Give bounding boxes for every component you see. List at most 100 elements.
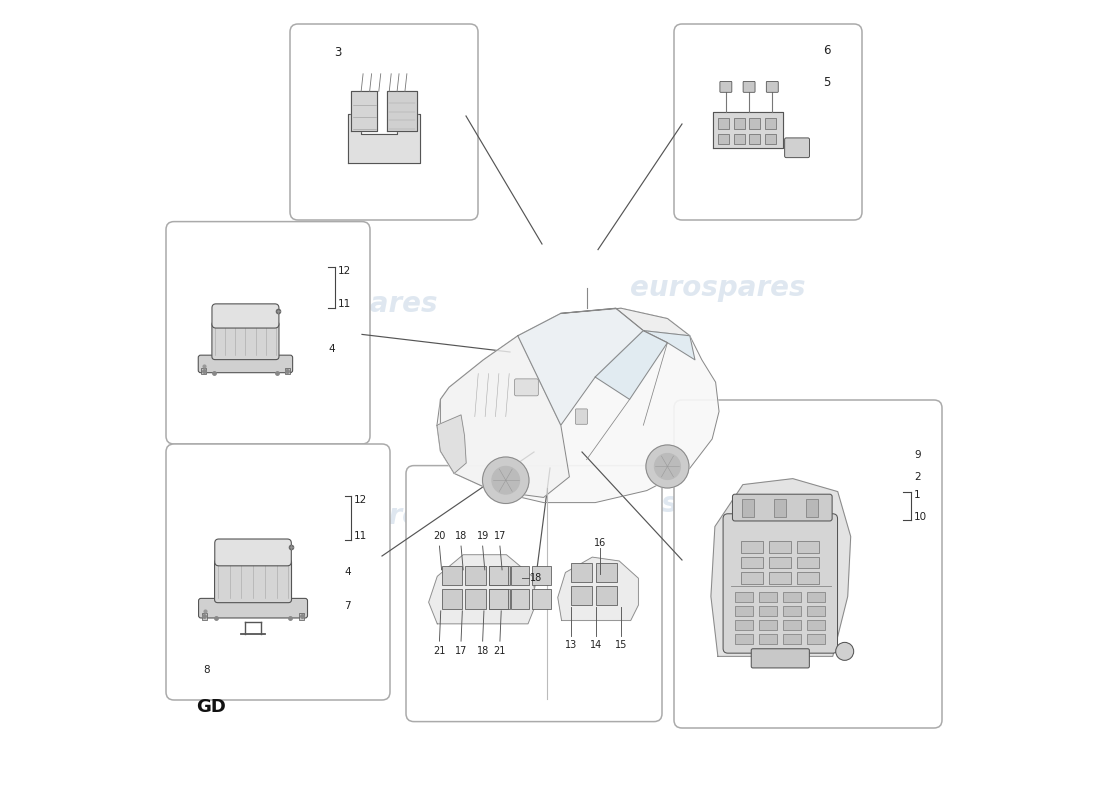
Polygon shape	[437, 308, 719, 502]
Bar	[741, 498, 754, 517]
Bar	[465, 590, 486, 609]
Polygon shape	[561, 308, 690, 336]
Text: 21: 21	[433, 646, 446, 656]
Text: eurospares: eurospares	[262, 290, 438, 318]
Text: eurospares: eurospares	[630, 274, 805, 302]
Bar	[764, 134, 776, 144]
Bar	[783, 621, 801, 630]
Bar	[806, 606, 825, 617]
Text: 16: 16	[594, 538, 606, 547]
Text: 9: 9	[914, 450, 921, 460]
Polygon shape	[387, 91, 417, 130]
Bar	[465, 566, 486, 585]
Text: 4: 4	[344, 567, 351, 577]
Bar	[490, 590, 510, 609]
Text: 17: 17	[455, 646, 468, 656]
Text: 15: 15	[615, 641, 627, 650]
Text: 17: 17	[494, 531, 506, 541]
Bar	[764, 118, 776, 129]
Bar	[718, 118, 729, 129]
Bar	[441, 590, 462, 609]
Text: GD: GD	[197, 698, 227, 716]
Polygon shape	[713, 112, 782, 148]
Bar	[749, 134, 760, 144]
Text: 2: 2	[914, 472, 921, 482]
Bar	[796, 573, 818, 585]
Text: 19: 19	[476, 531, 488, 541]
FancyBboxPatch shape	[199, 598, 308, 618]
Bar	[510, 590, 529, 609]
Text: 10: 10	[914, 512, 927, 522]
Bar	[299, 613, 305, 620]
Text: 11: 11	[354, 531, 367, 541]
Bar	[490, 590, 508, 609]
FancyBboxPatch shape	[198, 355, 293, 373]
Bar	[490, 566, 510, 585]
Bar	[571, 586, 592, 605]
Text: 6: 6	[823, 43, 830, 57]
Bar	[806, 593, 825, 602]
FancyBboxPatch shape	[744, 82, 755, 92]
Circle shape	[492, 466, 519, 494]
Bar	[796, 541, 818, 553]
Polygon shape	[558, 557, 638, 621]
Text: 1: 1	[914, 490, 921, 500]
Bar	[441, 566, 462, 585]
Text: 18: 18	[455, 531, 468, 541]
FancyBboxPatch shape	[290, 24, 478, 220]
FancyBboxPatch shape	[674, 400, 942, 728]
Bar	[741, 573, 762, 585]
Bar	[769, 557, 791, 569]
Bar	[759, 621, 777, 630]
Bar	[759, 606, 777, 617]
Bar	[734, 118, 745, 129]
Bar	[759, 593, 777, 602]
Polygon shape	[518, 308, 644, 426]
Bar	[759, 634, 777, 644]
Bar	[783, 606, 801, 617]
Bar	[201, 368, 206, 374]
Polygon shape	[429, 554, 537, 624]
Bar	[806, 498, 817, 517]
FancyBboxPatch shape	[674, 24, 862, 220]
Text: 3: 3	[334, 46, 342, 58]
FancyBboxPatch shape	[212, 304, 279, 328]
FancyBboxPatch shape	[784, 138, 810, 158]
Bar	[571, 563, 592, 582]
FancyBboxPatch shape	[166, 444, 390, 700]
Bar	[201, 613, 207, 620]
Bar	[769, 541, 791, 553]
Bar	[783, 593, 801, 602]
FancyBboxPatch shape	[575, 409, 587, 424]
FancyBboxPatch shape	[751, 649, 810, 668]
Text: 13: 13	[565, 641, 578, 650]
Text: 11: 11	[338, 299, 351, 309]
FancyBboxPatch shape	[212, 322, 279, 360]
Bar	[741, 557, 762, 569]
Text: 18: 18	[530, 574, 542, 583]
Bar	[735, 621, 752, 630]
Bar	[741, 541, 762, 553]
Circle shape	[646, 445, 689, 488]
FancyBboxPatch shape	[723, 514, 837, 653]
Polygon shape	[595, 330, 668, 399]
Bar	[735, 634, 752, 644]
Circle shape	[483, 457, 529, 503]
Polygon shape	[348, 114, 420, 163]
FancyBboxPatch shape	[214, 559, 292, 602]
Polygon shape	[644, 330, 695, 360]
Text: 12: 12	[338, 266, 351, 276]
Bar	[783, 634, 801, 644]
Circle shape	[654, 454, 680, 479]
Polygon shape	[440, 336, 570, 498]
FancyBboxPatch shape	[767, 82, 779, 92]
FancyBboxPatch shape	[719, 82, 732, 92]
Text: 12: 12	[354, 495, 367, 505]
Text: eurospares: eurospares	[590, 490, 766, 518]
Bar	[734, 134, 745, 144]
Bar	[796, 557, 818, 569]
Text: 7: 7	[344, 601, 351, 610]
Bar	[718, 134, 729, 144]
Bar	[769, 573, 791, 585]
Bar	[596, 586, 617, 605]
